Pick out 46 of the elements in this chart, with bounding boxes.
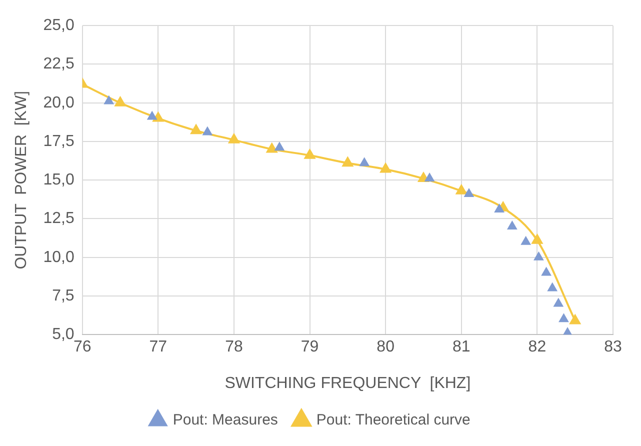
point [114,96,126,106]
point [342,157,353,167]
x-tick-label: 78 [225,338,243,356]
y-tick-label: 20,0 [43,94,74,112]
point [147,111,157,120]
y-tick-label: 15,0 [43,172,74,189]
point [266,143,278,153]
y-tick-label: 10,0 [43,248,74,266]
point [554,298,564,307]
point [104,96,114,104]
legend-label: Pout: Theoretical curve [316,412,470,429]
point [507,220,518,230]
point [456,184,467,194]
point [228,134,240,144]
x-tick-label: 81 [452,338,470,356]
legend-label: Pout: Measures [172,412,278,429]
x-tick-label: 80 [376,338,395,356]
y-tick-label: 12,5 [43,210,74,228]
point [534,252,544,260]
y-tick-label: 22,5 [43,56,74,73]
x-tick-label: 76 [73,338,92,356]
y-tick-label: 25,0 [43,17,74,34]
x-tick-label: 77 [149,338,168,356]
point [202,126,212,136]
point [424,173,434,182]
point [541,267,552,276]
x-tick-label: 79 [300,338,319,356]
y-tick-label: 5,0 [52,326,74,344]
x-tick-label: 82 [528,338,546,356]
y-tick-label: 17,5 [43,132,74,150]
point [274,142,284,151]
point [532,234,543,244]
y-tick-label: 7,5 [52,287,74,304]
x-axis-title: SWITCHING FREQUENCY [KHZ] [224,374,471,392]
y-axis-title: OUTPUT POWER [KW] [13,90,30,270]
x-tick-label: 83 [604,338,622,356]
point [570,314,580,324]
point [494,204,504,212]
point [464,188,474,198]
point [360,158,370,166]
point [548,282,558,292]
point [380,163,391,173]
point [558,314,569,322]
point [520,236,531,245]
point [304,149,316,159]
point [190,124,202,134]
